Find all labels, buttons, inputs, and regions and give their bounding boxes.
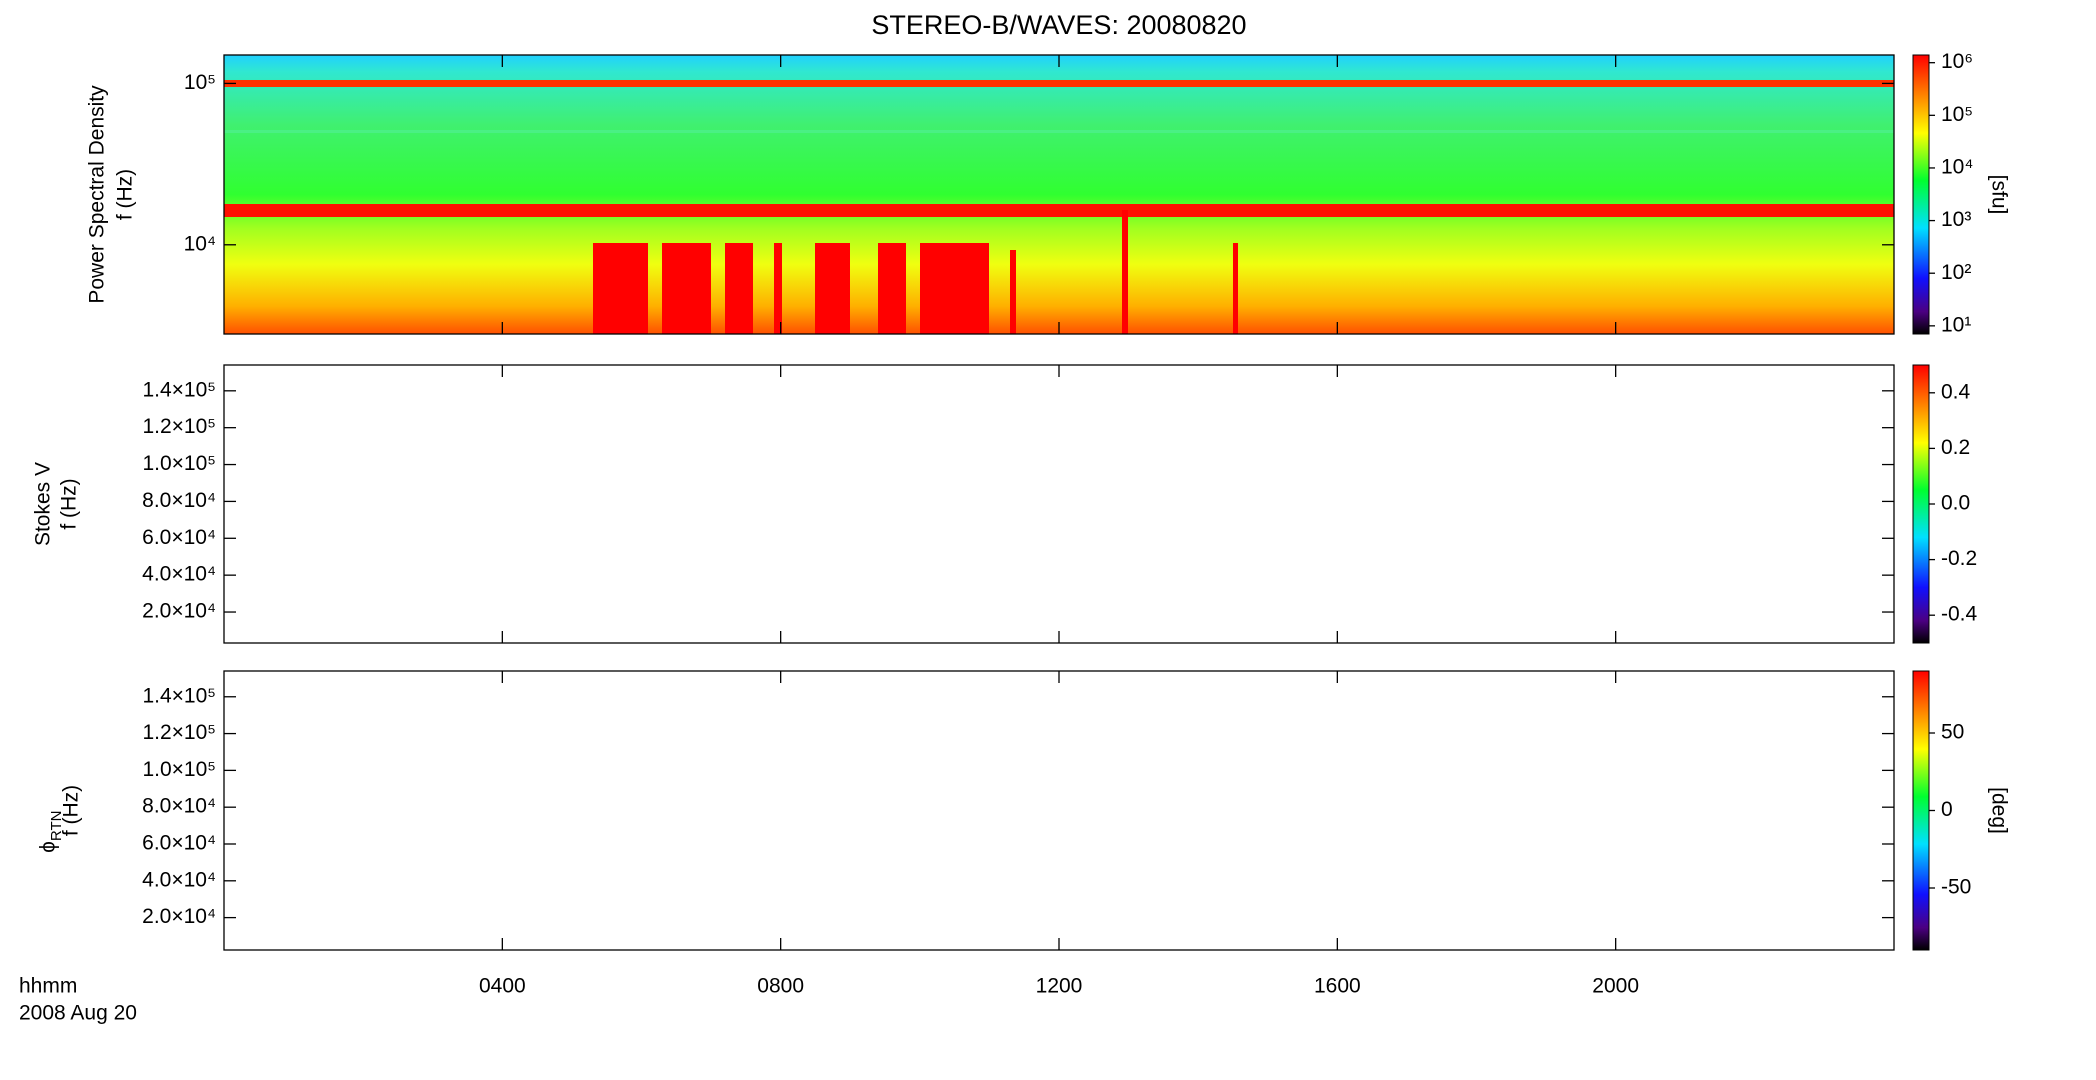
colorbar: [1912, 54, 1930, 335]
colorbar-tick-label: 10⁶: [1941, 50, 1973, 73]
x-tick-label: 1200: [1036, 975, 1083, 998]
y-tick-label: 4.0×10⁴: [142, 868, 216, 891]
colorbar-tick-label: 10³: [1941, 208, 1971, 231]
chart-title: STEREO-B/WAVES: 20080820: [871, 10, 1246, 40]
colorbar-tick-label: -0.2: [1941, 547, 1977, 570]
y-tick-label: 6.0×10⁴: [142, 832, 216, 855]
y-tick-label: 1.0×10⁵: [142, 452, 216, 475]
colorbar-tick-label: -0.4: [1941, 603, 1978, 626]
y-tick-label: 1.4×10⁵: [142, 684, 216, 707]
plot-frame: [223, 670, 1895, 951]
y-tick-label: 1.2×10⁵: [142, 415, 216, 438]
colorbar-tick-label: 0.2: [1941, 436, 1970, 459]
y-tick-label: 2.0×10⁴: [142, 600, 216, 623]
y-axis-label: f (Hz): [58, 478, 81, 529]
colorbar-tick-label: 10²: [1941, 261, 1971, 284]
y-tick-label: 2.0×10⁴: [142, 905, 216, 928]
x-axis-label: hhmm: [19, 975, 77, 998]
plot-frame: [223, 364, 1895, 644]
colorbar-tick-label: 10⁵: [1941, 103, 1973, 126]
colorbar-tick-label: 50: [1941, 721, 1964, 744]
y-tick-label: 1.4×10⁵: [142, 378, 216, 401]
colorbar-tick-label: 10¹: [1941, 313, 1971, 336]
colorbar-label: [sfu]: [1987, 175, 2010, 215]
spectrogram-image: [224, 55, 1894, 334]
colorbar-tick-label: 0: [1941, 798, 1953, 821]
y-tick-label: 1.0×10⁵: [142, 758, 216, 781]
y-tick-label: 8.0×10⁴: [142, 795, 216, 818]
colorbar: [1912, 364, 1930, 644]
y-axis-label: f (Hz): [60, 785, 83, 836]
x-axis-label: 2008 Aug 20: [19, 1002, 137, 1025]
colorbar-tick-label: 0.4: [1941, 380, 1971, 403]
x-tick-label: 1600: [1314, 975, 1361, 998]
y-tick-label: 10⁵: [184, 71, 216, 94]
x-tick-label: 0800: [757, 975, 804, 998]
y-axis-label: Stokes V: [32, 462, 55, 546]
y-tick-label: 10⁴: [184, 232, 216, 255]
y-axis-label: Power Spectral Density: [86, 85, 109, 304]
x-tick-label: 2000: [1592, 975, 1639, 998]
y-tick-label: 4.0×10⁴: [142, 563, 216, 586]
colorbar-tick-label: 10⁴: [1941, 156, 1973, 179]
colorbar-tick-label: -50: [1941, 876, 1971, 899]
colorbar-label: [deg]: [1987, 787, 2010, 834]
y-axis-label-subscript: RTN: [48, 811, 65, 842]
colorbar: [1912, 670, 1930, 951]
colorbar-tick-label: 0.0: [1941, 492, 1970, 515]
x-tick-label: 0400: [479, 975, 526, 998]
y-tick-label: 1.2×10⁵: [142, 721, 216, 744]
y-tick-label: 8.0×10⁴: [142, 489, 216, 512]
y-axis-label: f (Hz): [114, 169, 137, 220]
y-tick-label: 6.0×10⁴: [142, 526, 216, 549]
